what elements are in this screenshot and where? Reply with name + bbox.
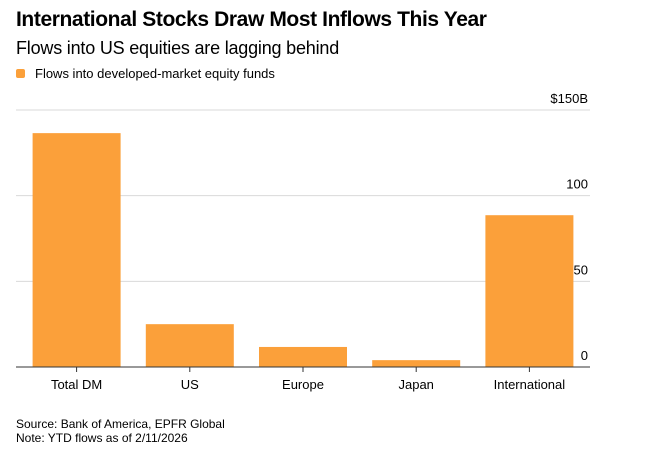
footnote: Note: YTD flows as of 2/11/2026 (16, 431, 188, 445)
x-tick-label: Europe (282, 377, 324, 392)
y-axis-ticks: 0 50 100 $150B (550, 91, 588, 363)
chart-title: International Stocks Draw Most Inflows T… (16, 8, 487, 31)
y-tick-label: 50 (574, 262, 588, 277)
chart-subtitle: Flows into US equities are lagging behin… (16, 38, 339, 58)
y-tick-label: 0 (581, 348, 588, 363)
x-axis-labels: Total DM US Europe Japan International (51, 377, 565, 392)
y-tick-label: $150B (550, 91, 588, 106)
x-tick-label: US (181, 377, 199, 392)
x-tick-label: International (494, 377, 566, 392)
x-tick-label: Japan (398, 377, 433, 392)
legend-swatch (16, 69, 25, 78)
bar (372, 360, 461, 367)
bars (32, 133, 574, 367)
legend-label: Flows into developed-market equity funds (35, 66, 275, 81)
x-tick-label: Total DM (51, 377, 102, 392)
y-tick-label: 100 (566, 177, 588, 192)
x-axis (16, 366, 590, 372)
source-note: Source: Bank of America, EPFR Global (16, 417, 225, 431)
footer: Source: Bank of America, EPFR Global Not… (16, 417, 225, 445)
bar (485, 215, 574, 367)
legend: Flows into developed-market equity funds (16, 66, 275, 81)
bar (32, 133, 121, 367)
bar (145, 324, 234, 367)
bar (259, 346, 347, 367)
